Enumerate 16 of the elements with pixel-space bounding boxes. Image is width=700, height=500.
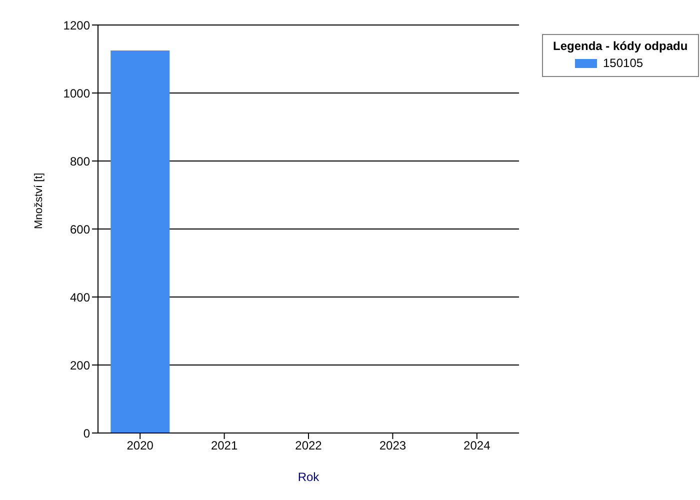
y-tick-label: 200	[70, 358, 90, 372]
y-tick-label: 400	[70, 290, 90, 304]
x-tick-label: 2024	[464, 438, 491, 453]
x-tick-label: 2022	[295, 438, 322, 453]
legend-label: 150105	[603, 56, 644, 70]
x-tick-label: 2020	[126, 438, 154, 453]
y-axis-title: Množství [t]	[32, 172, 45, 229]
y-tick-label: 600	[70, 222, 90, 236]
y-tick-label: 1000	[63, 86, 90, 100]
y-tick-label: 1200	[63, 18, 90, 32]
legend-title: Legenda - kódy odpadu	[553, 39, 688, 53]
x-axis-title: Rok	[298, 470, 320, 484]
y-tick-label: 0	[83, 426, 90, 440]
x-tick-label: 2021	[210, 438, 238, 453]
x-tick-label: 2023	[379, 438, 406, 453]
y-tick-label: 800	[70, 154, 90, 168]
